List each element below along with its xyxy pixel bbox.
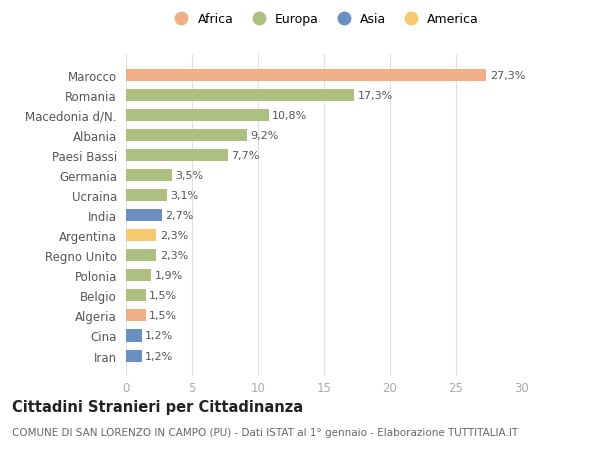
Text: 1,5%: 1,5% [149, 311, 177, 321]
Text: 1,5%: 1,5% [149, 291, 177, 301]
Text: 17,3%: 17,3% [358, 91, 393, 101]
Bar [126, 330, 142, 342]
Text: 2,3%: 2,3% [160, 231, 188, 241]
Bar [126, 190, 167, 202]
Text: 27,3%: 27,3% [490, 71, 525, 81]
Bar [126, 210, 161, 222]
Text: 9,2%: 9,2% [251, 131, 279, 141]
Text: 3,1%: 3,1% [170, 191, 199, 201]
Text: 2,7%: 2,7% [165, 211, 193, 221]
Text: 2,3%: 2,3% [160, 251, 188, 261]
Bar [126, 70, 487, 82]
Text: 1,9%: 1,9% [154, 271, 182, 281]
Bar [126, 230, 157, 242]
Legend: Africa, Europa, Asia, America: Africa, Europa, Asia, America [169, 13, 479, 26]
Bar [126, 250, 157, 262]
Text: 10,8%: 10,8% [272, 111, 307, 121]
Text: 7,7%: 7,7% [231, 151, 259, 161]
Bar [126, 310, 146, 322]
Bar [126, 150, 227, 162]
Bar [126, 110, 269, 122]
Bar [126, 90, 355, 102]
Text: COMUNE DI SAN LORENZO IN CAMPO (PU) - Dati ISTAT al 1° gennaio - Elaborazione TU: COMUNE DI SAN LORENZO IN CAMPO (PU) - Da… [12, 427, 518, 437]
Bar [126, 270, 151, 282]
Bar [126, 170, 172, 182]
Bar [126, 290, 146, 302]
Text: 1,2%: 1,2% [145, 351, 173, 361]
Text: Cittadini Stranieri per Cittadinanza: Cittadini Stranieri per Cittadinanza [12, 399, 303, 414]
Bar [126, 350, 142, 362]
Text: 3,5%: 3,5% [176, 171, 203, 181]
Bar [126, 130, 247, 142]
Text: 1,2%: 1,2% [145, 331, 173, 341]
